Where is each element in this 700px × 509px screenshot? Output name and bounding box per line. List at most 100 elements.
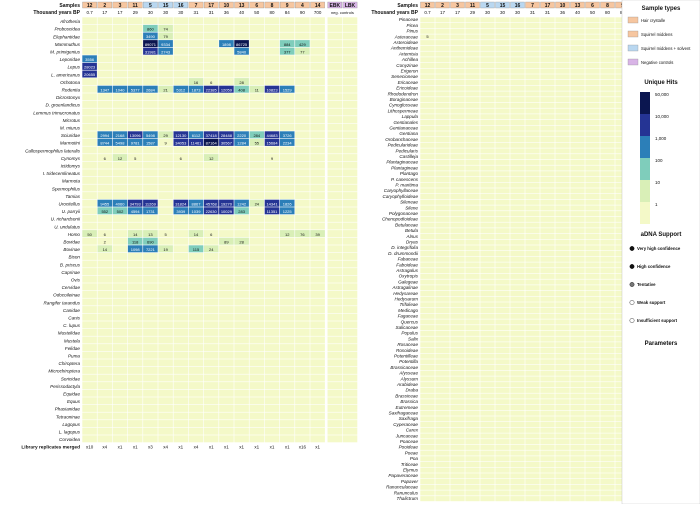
heat-cell (435, 80, 450, 86)
heat-cell (234, 245, 249, 253)
heat-cell (310, 306, 325, 314)
heat-cell (495, 45, 510, 51)
heat-cell (188, 138, 204, 146)
row-label: Brassiceae (395, 393, 418, 398)
heat-cell (510, 34, 525, 40)
row-label: Chiroptera (59, 361, 81, 366)
heat-cell (435, 484, 450, 490)
row-label: Pedicularideae (388, 143, 419, 148)
heat-cell (173, 397, 189, 405)
heat-cell (279, 275, 295, 283)
control-cell (327, 382, 343, 390)
heat-cell (510, 308, 525, 314)
heat-cell (510, 496, 525, 502)
heat-cell (173, 78, 189, 86)
heat-cell (510, 461, 525, 467)
control-cell (327, 420, 343, 428)
control-cell (327, 351, 343, 359)
heat-cell (570, 222, 585, 228)
heat-cell (540, 290, 555, 296)
row-label: Artemisia (398, 51, 419, 56)
control-cell (327, 47, 343, 55)
heat-cell (450, 290, 465, 296)
heat-cell (219, 108, 234, 116)
heat-cell (570, 102, 585, 108)
row-label: Ochotona (60, 80, 80, 85)
heat-cell (127, 154, 143, 162)
heat-cell (112, 100, 128, 108)
heat-cell (555, 496, 570, 502)
row-label: Pedicularis (396, 148, 419, 153)
heat-cell (97, 230, 113, 238)
heat-cell (555, 45, 570, 51)
row-label: Caryophyllaceae (384, 188, 419, 193)
heat-cell (495, 416, 510, 422)
heat-cell (219, 100, 234, 108)
heat-cell (279, 222, 295, 230)
age-label: 30 (485, 10, 491, 15)
heat-cell (173, 116, 189, 124)
heat-cell (143, 108, 158, 116)
heat-cell (82, 55, 97, 63)
heat-cell (420, 28, 435, 34)
heat-cell (234, 40, 249, 48)
heat-cell (420, 336, 435, 342)
heat-cell (495, 450, 510, 456)
heat-cell (480, 359, 495, 365)
heat-cell (219, 116, 234, 124)
heat-cell (585, 296, 600, 302)
heat-cell (264, 328, 280, 336)
heat-cell (465, 23, 480, 29)
heat-cell (310, 169, 325, 177)
heat-cell (450, 422, 465, 428)
heat-cell (279, 397, 295, 405)
heat-cell (264, 176, 280, 184)
heat-cell (295, 138, 310, 146)
heat-cell (188, 146, 204, 154)
heat-cell (570, 51, 585, 57)
heat-cell (585, 74, 600, 80)
heat-cell (540, 245, 555, 251)
sample-type-label: Squirrel middens (641, 32, 672, 37)
control-cell (327, 313, 343, 321)
heat-cell (249, 404, 265, 412)
heat-cell (525, 387, 540, 393)
sample-id-label: 17 (545, 3, 551, 9)
row-label: Saxifragaceae (389, 411, 419, 416)
heat-cell (188, 85, 204, 93)
heat-cell (465, 62, 480, 68)
heat-cell (450, 330, 465, 336)
row-label: Draba (405, 388, 418, 393)
heat-cell (585, 216, 600, 222)
cell-value-label: 34053 (175, 141, 187, 146)
heat-cell (600, 171, 615, 177)
heat-cell (203, 24, 219, 32)
heat-cell (555, 484, 570, 490)
heat-cell (82, 222, 97, 230)
heat-cell (420, 290, 435, 296)
heat-cell (435, 444, 450, 450)
heat-cell (295, 47, 310, 55)
heat-cell (112, 78, 128, 86)
heat-cell (525, 393, 540, 399)
heat-cell (219, 17, 234, 25)
heat-cell (435, 222, 450, 228)
heat-cell (540, 205, 555, 211)
heat-cell (510, 222, 525, 228)
heat-cell (600, 188, 615, 194)
heat-cell (480, 256, 495, 262)
control-cell (327, 230, 343, 238)
heat-cell (219, 275, 234, 283)
heat-cell (264, 70, 280, 78)
heat-cell (143, 382, 158, 390)
heat-cell (570, 456, 585, 462)
heat-cell (295, 116, 310, 124)
heat-cell (570, 313, 585, 319)
heat-cell (234, 359, 249, 367)
cell-value-label: 8867 (192, 201, 202, 206)
heat-cell (525, 216, 540, 222)
heat-cell (97, 404, 113, 412)
heat-cell (264, 366, 280, 374)
heat-cell (495, 125, 510, 131)
heat-cell (97, 427, 113, 435)
